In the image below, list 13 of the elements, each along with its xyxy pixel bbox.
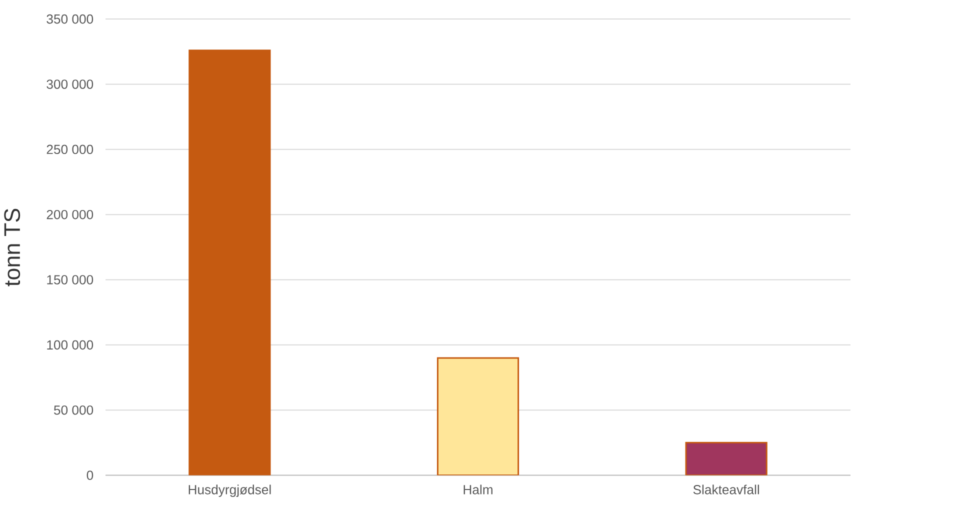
y-tick-label: 250 000 [46,144,94,154]
y-tick-label: 150 000 [47,275,94,285]
x-tick-label: Halm [464,484,492,495]
x-tick-label: Slakteavfall [693,484,759,495]
y-axis-title: tonn TS [4,208,20,286]
x-tick-label: Husdyrgjødsel [188,484,271,498]
y-tick-label: 0 [86,470,94,480]
y-tick-label: 350 000 [46,14,94,24]
bar [685,442,768,476]
y-tick-label: 50 000 [54,406,94,415]
y-tick-label: 100 000 [47,340,94,350]
y-tick-label: 200 000 [46,210,94,220]
y-tick-label: 300 000 [46,80,94,90]
